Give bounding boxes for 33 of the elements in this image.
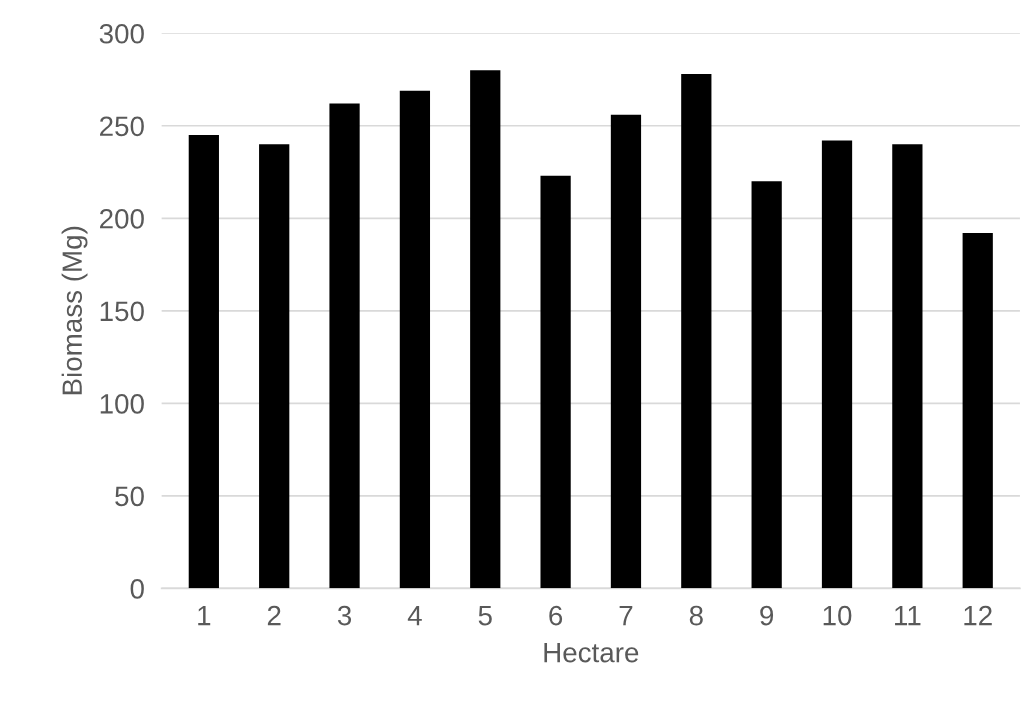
bar — [470, 70, 501, 589]
bar — [962, 233, 993, 589]
bar — [821, 140, 853, 589]
x-tick-label: 5 — [478, 606, 492, 626]
bar — [610, 114, 642, 589]
bar — [751, 181, 782, 589]
bar — [681, 73, 712, 589]
bar — [329, 103, 360, 589]
x-axis-title: Hectare — [544, 643, 639, 663]
y-tick-label: 150 — [100, 301, 144, 322]
x-tick-label: 1 — [198, 606, 211, 626]
x-tick-label: 10 — [823, 605, 852, 626]
x-tick-label: 11 — [895, 606, 921, 626]
x-tick-label: 6 — [549, 605, 563, 626]
y-axis-title: Biomass (Mg) — [61, 226, 88, 395]
x-tick-label: 7 — [619, 606, 633, 626]
bar — [399, 90, 431, 589]
x-tick-label: 2 — [267, 605, 281, 626]
bar — [892, 144, 923, 589]
x-tick-label: 9 — [760, 605, 774, 626]
x-tick-label: 12 — [964, 605, 992, 626]
y-tick-label: 200 — [100, 208, 144, 229]
bar — [188, 135, 219, 589]
x-tick-label: 8 — [689, 605, 703, 626]
bar — [259, 144, 290, 589]
y-tick-label: 100 — [100, 393, 144, 414]
x-tick-label: 4 — [407, 606, 422, 626]
y-tick-label: 50 — [115, 486, 144, 507]
bar — [540, 175, 571, 589]
y-tick-label: 0 — [130, 579, 144, 599]
y-tick-label: 300 — [99, 23, 144, 44]
y-tick-label: 250 — [100, 116, 144, 137]
x-tick-label: 3 — [337, 605, 352, 626]
